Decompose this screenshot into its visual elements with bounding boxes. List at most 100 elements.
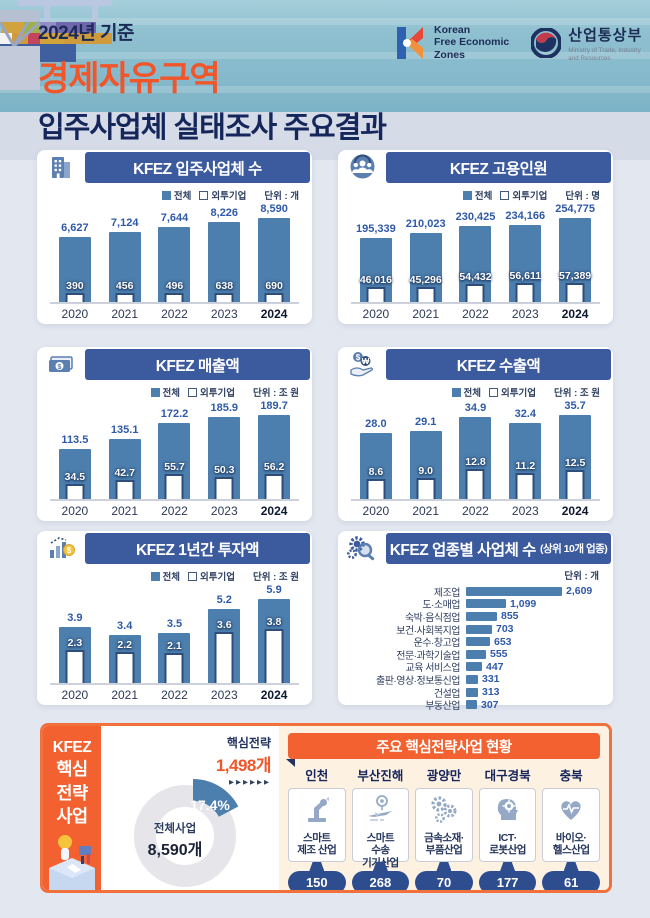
foreign-bar xyxy=(515,473,535,499)
industry-bar xyxy=(466,586,562,596)
industry-bar xyxy=(466,674,478,684)
bar-group-2023: 234,166 56,611 xyxy=(501,210,550,302)
foreign-value-label: 11.2 xyxy=(515,460,536,472)
total-bar: 3.4 2.2 xyxy=(108,620,141,683)
foreign-bar xyxy=(214,477,234,499)
year-label: 2021 xyxy=(412,504,440,518)
year-label: 2020 xyxy=(61,688,89,702)
export-icon: $ ₩ xyxy=(338,347,386,380)
slice-caption-value: 1,498개 xyxy=(215,756,272,775)
kfez-logo-text: Korean Free Economic Zones xyxy=(434,24,510,61)
health-heart-icon xyxy=(556,794,586,829)
card-connector xyxy=(436,862,452,871)
region-column-부산진해: 부산진해스마트수송기기산업 268 xyxy=(351,765,410,890)
foreign-value-label: 12.5 xyxy=(564,457,586,469)
panel-header: KFEZ 입주사업체 수 xyxy=(37,150,312,183)
report-year-kicker: 2024년 기준 xyxy=(38,23,134,44)
foreign-bar xyxy=(366,479,386,499)
center-value: 8,590개 xyxy=(147,842,203,859)
industry-row: 건설업 313 xyxy=(344,686,601,700)
industry-row: 부동산업 307 xyxy=(344,698,601,713)
x-axis-labels: 2020 2021 2022 2023 2024 xyxy=(351,504,600,518)
industry-line: 수송 xyxy=(371,844,390,857)
year-label: 2022 xyxy=(462,307,489,321)
total-bar: 172.2 55.7 xyxy=(158,408,191,499)
region-name: 광양만 xyxy=(426,769,462,783)
people-icon xyxy=(338,150,386,183)
foreign-bar xyxy=(65,293,85,302)
bar-group-2021: 7,124 456 xyxy=(100,217,149,302)
folded-corner xyxy=(286,759,295,767)
foreign-value-label: 54,432 xyxy=(459,271,492,283)
total-value-label: 254,775 xyxy=(555,203,595,215)
industry-value-label: 555 xyxy=(490,648,508,661)
year-label: 2023 xyxy=(210,307,238,321)
legend-foreign: 외투기업 xyxy=(199,188,246,202)
foreign-bar xyxy=(164,474,184,499)
region-industry-card: 금속소재· 부품산업 xyxy=(415,788,473,862)
total-bar: 6,627 390 xyxy=(58,222,91,302)
industry-line: 로봇산업 xyxy=(489,844,526,857)
year-label: 2021 xyxy=(111,307,139,321)
foreign-legend-chip xyxy=(500,190,510,200)
industry-search-icon xyxy=(338,531,386,564)
industry-row: 숙박·음식점업 855 xyxy=(344,610,601,624)
industry-bar-track: 313 xyxy=(466,686,601,698)
donut-slice-caption: 핵심전략 1,498개 ▶▶▶▶▶▶ xyxy=(215,734,272,786)
foreign-legend-chip xyxy=(199,190,209,200)
donut-center-label: 전체사업 8,590개 xyxy=(131,820,219,860)
strategy-donut-area: 핵심전략 1,498개 ▶▶▶▶▶▶ 17.4% 전체사업 8,590개 xyxy=(101,726,279,890)
bar-group-2020: 3.9 2.3 xyxy=(50,599,99,683)
total-value-label: 8,590 xyxy=(260,203,288,215)
industry-bar xyxy=(466,637,490,647)
region-name: 충북 xyxy=(559,769,583,783)
svg-text:₩: ₩ xyxy=(362,357,370,366)
panel-exports: $ ₩ KFEZ 수출액 전체 외투기업 단위 : 조 원 28.0 8.6 29.1… xyxy=(338,347,613,521)
total-value-label: 210,023 xyxy=(405,218,446,230)
total-value-label: 5.2 xyxy=(216,594,232,606)
region-name: 인천 xyxy=(305,769,329,783)
industry-line: 금속소재· xyxy=(424,832,464,844)
industry-row: 전문·과학기술업 555 xyxy=(344,648,601,662)
industry-label: 전문·과학기술업 xyxy=(396,650,460,662)
foreign-value-label: 3.6 xyxy=(216,619,232,631)
motie-logo-text: 산업통상부 Ministry of Trade, Industry and Re… xyxy=(568,24,642,63)
panel-title: KFEZ 수출액 xyxy=(386,349,611,380)
water-stripe xyxy=(0,52,650,59)
panel-header: KFEZ 업종별 사업체 수 (상위 10개 업종) xyxy=(338,531,613,564)
total-bar: 254,775 57,389 xyxy=(555,203,595,302)
industry-row: 출판·영상·정보통신업 331 xyxy=(344,673,601,687)
unit-label: 단위 : 조 원 xyxy=(252,572,299,583)
region-count-badge: 268 xyxy=(351,871,410,890)
industry-bar xyxy=(466,649,486,659)
legend-row: 전체 외투기업 단위 : 개 xyxy=(37,183,312,202)
region-column-인천: 인천 스마트 제조 산업 150 xyxy=(288,765,346,890)
total-bar: 29.1 9.0 xyxy=(409,416,442,499)
year-label: 2021 xyxy=(111,688,139,702)
legend-total: 전체 xyxy=(150,569,180,583)
robot-arm-icon xyxy=(302,794,332,829)
industry-value-label: 307 xyxy=(481,698,499,711)
total-value-label: 135.1 xyxy=(110,424,139,436)
industry-line: ICT· xyxy=(498,832,517,844)
unit-label: 단위 : 명 xyxy=(565,191,600,202)
region-name: 대구경북 xyxy=(484,769,531,783)
year-label: 2020 xyxy=(61,504,89,518)
total-bar: 234,166 56,611 xyxy=(505,210,545,302)
total-value-label: 3.9 xyxy=(67,612,83,624)
industry-value-label: 1,099 xyxy=(510,597,537,610)
industry-line: 바이오· xyxy=(555,832,587,844)
industry-bar-track: 2,609 xyxy=(466,585,601,597)
panel-title: KFEZ 업종별 사업체 수 (상위 10개 업종) xyxy=(386,533,611,564)
industry-value-label: 2,609 xyxy=(566,585,593,598)
investment-icon: $ xyxy=(37,531,85,564)
industry-row: 도·소매업 1,099 xyxy=(344,597,601,612)
industry-row: 교육 서비스업 447 xyxy=(344,661,601,675)
industry-bar-track: 653 xyxy=(466,636,601,648)
industry-bar xyxy=(466,687,478,697)
panel-investment: $ KFEZ 1년간 투자액 전체 외투기업 단위 : 조 원 3.9 2.3 3.… xyxy=(37,531,312,705)
bar-plot: 28.0 8.6 29.1 9.0 34.9 12.8 32.4 11.2 35.7 12.5 xyxy=(351,400,600,501)
motie-logo-mark xyxy=(531,28,562,59)
industry-bar xyxy=(466,662,482,672)
total-bar: 8,590 690 xyxy=(258,203,291,302)
